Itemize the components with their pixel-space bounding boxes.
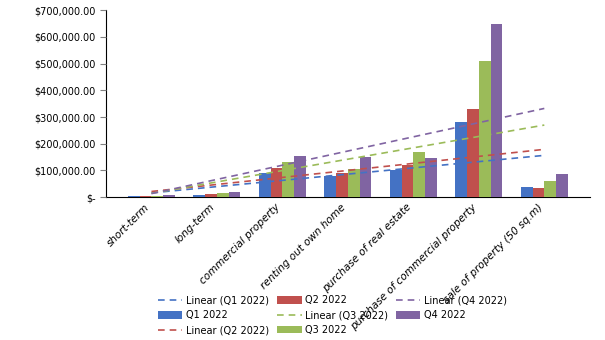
Bar: [479, 61, 491, 197]
Bar: [140, 196, 151, 197]
Bar: [544, 181, 556, 197]
Linear (Q2 2022): [382, 164, 389, 168]
Linear (Q4 2022): [148, 191, 155, 196]
Bar: [194, 194, 205, 197]
Linear (Q1 2022): [541, 153, 548, 157]
Linear (Q1 2022): [149, 191, 156, 195]
Bar: [163, 195, 175, 197]
Linear (Q4 2022): [541, 106, 548, 110]
Linear (Q3 2022): [504, 130, 511, 134]
Legend: Linear (Q1 2022), Q1 2022, Linear (Q2 2022), Q2 2022, Linear (Q3 2022), Q3 2022,: Linear (Q1 2022), Q1 2022, Linear (Q2 20…: [158, 295, 508, 335]
Bar: [336, 173, 348, 197]
Bar: [413, 152, 425, 197]
Bar: [259, 173, 270, 197]
Bar: [390, 170, 402, 197]
Linear (Q1 2022): [148, 191, 155, 195]
Bar: [270, 168, 283, 197]
Linear (Q3 2022): [382, 151, 389, 155]
Linear (Q3 2022): [149, 191, 156, 195]
Bar: [217, 193, 229, 197]
Linear (Q4 2022): [479, 120, 486, 124]
Linear (Q2 2022): [504, 151, 511, 155]
Linear (Q3 2022): [388, 150, 396, 154]
Bar: [359, 157, 371, 197]
Bar: [128, 196, 140, 197]
Linear (Q4 2022): [149, 191, 156, 196]
Bar: [324, 176, 336, 197]
Linear (Q3 2022): [541, 123, 548, 127]
Linear (Q1 2022): [382, 169, 389, 173]
Linear (Q2 2022): [388, 164, 396, 168]
Linear (Q3 2022): [381, 151, 388, 155]
Line: Linear (Q2 2022): Linear (Q2 2022): [151, 149, 544, 191]
Linear (Q4 2022): [381, 141, 388, 145]
Linear (Q4 2022): [504, 114, 511, 118]
Bar: [348, 169, 359, 197]
Linear (Q4 2022): [382, 141, 389, 145]
Linear (Q2 2022): [479, 154, 486, 158]
Linear (Q1 2022): [479, 159, 486, 163]
Bar: [521, 187, 532, 197]
Linear (Q4 2022): [388, 139, 396, 143]
Linear (Q2 2022): [149, 189, 156, 193]
Line: Linear (Q4 2022): Linear (Q4 2022): [151, 108, 544, 193]
Bar: [294, 156, 306, 197]
Bar: [467, 109, 479, 197]
Linear (Q1 2022): [504, 157, 511, 161]
Linear (Q1 2022): [388, 168, 396, 172]
Bar: [229, 192, 241, 197]
Bar: [402, 165, 413, 197]
Line: Linear (Q1 2022): Linear (Q1 2022): [151, 155, 544, 193]
Linear (Q3 2022): [148, 191, 155, 196]
Line: Linear (Q3 2022): Linear (Q3 2022): [151, 125, 544, 193]
Linear (Q2 2022): [541, 147, 548, 151]
Bar: [455, 122, 467, 197]
Linear (Q1 2022): [381, 169, 388, 173]
Bar: [425, 158, 437, 197]
Bar: [532, 188, 544, 197]
Linear (Q2 2022): [148, 189, 155, 193]
Linear (Q2 2022): [381, 165, 388, 169]
Bar: [205, 194, 217, 197]
Linear (Q3 2022): [479, 134, 486, 138]
Bar: [491, 23, 502, 197]
Bar: [556, 174, 568, 197]
Bar: [151, 195, 163, 197]
Bar: [283, 163, 294, 197]
